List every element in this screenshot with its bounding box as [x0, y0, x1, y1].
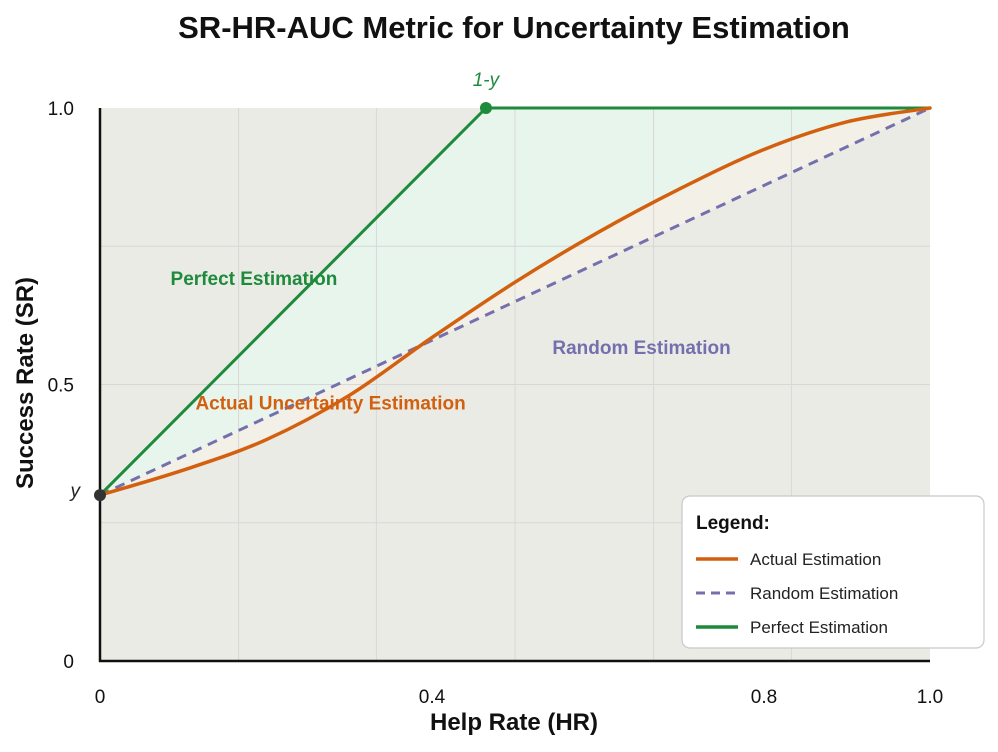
x-tick-label-0: 0	[95, 687, 106, 708]
legend-entries: Actual Estimation Random Estimation Perfec…	[696, 550, 898, 637]
legend-label-2: Perfect Estimation	[750, 618, 888, 637]
x-tick-label-3: 1.0	[917, 687, 943, 708]
marker-points: y 1-y	[69, 70, 501, 502]
annotation-2: Random Estimation	[552, 338, 730, 359]
point-one-minus-y	[479, 102, 492, 114]
axes	[98, 108, 930, 663]
legend-box	[681, 495, 985, 649]
x-tick-labels: 0 0.4 0.8 1.0	[95, 687, 944, 708]
y-tick-labels: 0 0.5 1.0	[48, 99, 74, 673]
y-tick-label-2: 1.0	[48, 99, 74, 120]
legend-label-0: Actual Estimation	[750, 550, 881, 569]
point-y	[94, 489, 106, 502]
x-tick-label-1: 0.4	[419, 687, 446, 708]
legend: Legend: Actual Estimation Random Estimati…	[681, 495, 985, 649]
y-tick-label-0: 0	[63, 652, 74, 673]
y-tick-label-1: 0.5	[48, 376, 74, 397]
annotation-0: Perfect Estimation	[171, 269, 338, 290]
annotation-1: Actual Uncertainty Estimation	[195, 393, 465, 414]
chart-title: SR-HR-AUC Metric for Uncertainty Estimat…	[178, 10, 850, 45]
point-label-y: y	[69, 481, 82, 502]
x-tick-label-2: 0.8	[751, 687, 777, 708]
x-axis-label: Help Rate (HR)	[430, 709, 598, 736]
region-annotations: Perfect Estimation Actual Uncertainty Est…	[171, 269, 731, 414]
actual-estimation-line	[98, 106, 932, 497]
legend-label-1: Random Estimation	[750, 584, 898, 603]
legend-title: Legend:	[696, 513, 770, 534]
y-axis-label: Success Rate (SR)	[12, 277, 39, 489]
point-label-one-minus-y: 1-y	[473, 70, 501, 91]
